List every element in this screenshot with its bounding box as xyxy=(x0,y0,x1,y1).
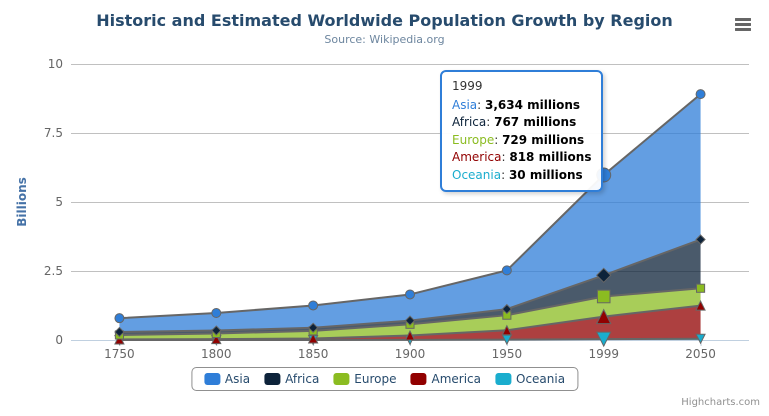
marker-africa-1900[interactable] xyxy=(404,315,416,326)
tooltip: 1999 Asia: 3,634 millions Africa: 767 mil… xyxy=(440,70,604,192)
area-america[interactable] xyxy=(119,305,701,340)
y-axis-title: Billions xyxy=(15,177,29,227)
marker-europe-2050[interactable] xyxy=(696,283,706,293)
tooltip-row-oceania: Oceania: 30 millions xyxy=(452,167,591,185)
tooltip-row-asia: Asia: 3,634 millions xyxy=(452,97,591,115)
series-markers xyxy=(114,89,706,348)
tooltip-series-name: Oceania xyxy=(452,167,502,182)
legend-item-africa[interactable]: Africa xyxy=(264,372,319,386)
tooltip-separator: : xyxy=(501,167,509,182)
y-tick-label: 5 xyxy=(55,195,63,209)
tooltip-value: 30 millions xyxy=(508,167,583,182)
marker-oceania-2050[interactable] xyxy=(695,333,706,345)
area-africa[interactable] xyxy=(119,239,701,335)
marker-america-1950[interactable] xyxy=(501,324,513,336)
legend-label: Asia xyxy=(224,372,251,386)
y-tick-label: 0 xyxy=(55,333,63,347)
legend-label: America xyxy=(431,372,482,386)
marker-africa-2050[interactable] xyxy=(695,234,706,245)
tooltip-value: 818 millions xyxy=(509,150,592,164)
tooltip-separator: : xyxy=(477,97,486,112)
legend-swatch-icon xyxy=(333,373,350,385)
tooltip-rows: Asia: 3,634 millions Africa: 767 millions… xyxy=(452,97,591,185)
marker-oceania-1999[interactable] xyxy=(595,331,612,348)
tooltip-row-africa: Africa: 767 millions xyxy=(452,114,591,132)
tooltip-value: 729 millions xyxy=(502,132,585,147)
marker-africa-1750[interactable] xyxy=(114,326,125,338)
tooltip-series-name: Europe xyxy=(452,132,495,147)
marker-africa-1999[interactable] xyxy=(596,267,612,284)
x-tick-label-1750: 1750 xyxy=(104,347,135,361)
tooltip-series-name: Asia xyxy=(452,97,478,112)
tooltip-separator: : xyxy=(494,132,503,147)
legend-label: Europe xyxy=(354,372,397,386)
x-tick-label-2050: 2050 xyxy=(685,347,716,361)
legend-item-america[interactable]: America xyxy=(410,372,482,386)
legend-label: Oceania xyxy=(516,372,566,386)
marker-asia-1750[interactable] xyxy=(114,313,125,324)
legend-swatch-icon xyxy=(410,373,427,385)
x-tick-label-1900: 1900 xyxy=(395,347,426,361)
tooltip-series-name: America xyxy=(452,150,502,164)
area-series xyxy=(119,94,701,340)
y-tick-label: 2.5 xyxy=(44,264,63,278)
legend-swatch-icon xyxy=(264,373,281,385)
tooltip-value: 767 millions xyxy=(494,115,577,129)
y-tick-label: 7.5 xyxy=(44,126,63,140)
x-tick-label-1850: 1850 xyxy=(298,347,329,361)
tooltip-row-europe: Europe: 729 millions xyxy=(452,132,591,150)
marker-asia-1950[interactable] xyxy=(501,265,512,276)
legend-label: Africa xyxy=(285,372,320,386)
legend-item-asia[interactable]: Asia xyxy=(203,372,251,386)
x-tick-label-1999: 1999 xyxy=(588,347,619,361)
marker-europe-1999[interactable] xyxy=(596,289,611,304)
area-asia[interactable] xyxy=(119,94,701,333)
tooltip-row-america: America: 818 millions xyxy=(452,149,591,167)
marker-america-2050[interactable] xyxy=(695,299,706,311)
legend-item-oceania[interactable]: Oceania xyxy=(495,372,565,386)
marker-africa-1950[interactable] xyxy=(501,303,513,315)
marker-america-1800[interactable] xyxy=(210,333,222,345)
y-axis-labels: 0 2.5 5 7.5 10 xyxy=(44,57,63,347)
legend-swatch-icon xyxy=(495,373,512,385)
marker-africa-1850[interactable] xyxy=(307,322,319,333)
legend: Asia Africa Europe America Oceania xyxy=(190,367,579,391)
marker-asia-2050[interactable] xyxy=(695,89,706,100)
tooltip-series-name: Africa xyxy=(452,115,487,129)
marker-asia-1850[interactable] xyxy=(308,300,319,311)
credits-link[interactable]: Highcharts.com xyxy=(681,397,760,408)
marker-america-1850[interactable] xyxy=(307,332,319,344)
chart-subtitle: Source: Wikipedia.org xyxy=(324,33,445,46)
context-menu-button[interactable] xyxy=(735,14,757,34)
hamburger-icon xyxy=(735,17,757,31)
marker-asia-1900[interactable] xyxy=(405,289,415,300)
tooltip-header: 1999 xyxy=(452,79,483,93)
x-tick-label-1950: 1950 xyxy=(492,347,523,361)
marker-asia-1800[interactable] xyxy=(211,308,222,319)
y-tick-label: 10 xyxy=(48,57,63,71)
chart-title: Historic and Estimated Worldwide Populat… xyxy=(96,11,673,30)
tooltip-value: 3,634 millions xyxy=(485,97,581,112)
tooltip-separator: : xyxy=(486,115,495,129)
x-axis-labels: 1750 1800 1850 1900 1950 1999 2050 xyxy=(104,347,716,361)
legend-swatch-icon xyxy=(203,373,220,385)
tooltip-separator: : xyxy=(501,150,510,164)
marker-america-1999[interactable] xyxy=(595,308,612,325)
marker-africa-1800[interactable] xyxy=(211,325,222,336)
x-tick-label-1800: 1800 xyxy=(201,347,232,361)
marker-america-1900[interactable] xyxy=(404,329,416,341)
legend-item-europe[interactable]: Europe xyxy=(333,372,397,386)
